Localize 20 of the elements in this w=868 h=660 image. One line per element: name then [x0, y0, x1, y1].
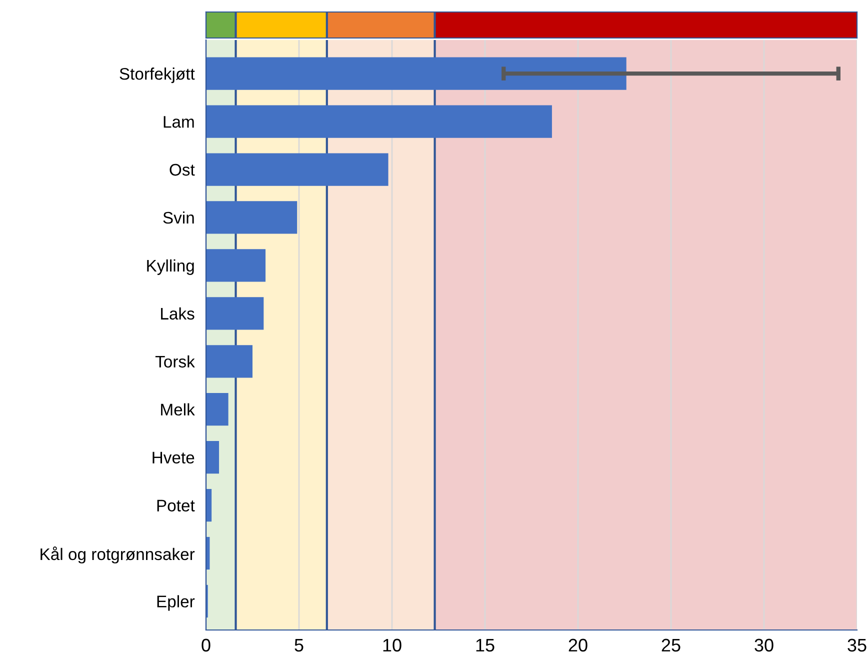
x-tick-label: 15: [476, 638, 494, 652]
y-tick-label: Ost: [170, 164, 195, 176]
x-tick-label: 30: [754, 638, 774, 652]
y-tick-label: Svin: [163, 211, 194, 224]
y-tick-label: Potet: [157, 500, 195, 512]
y-tick-label: Torsk: [155, 355, 195, 368]
y-tick-label: Kål og rotgrønnsaker: [40, 546, 195, 564]
x-tick-label: 25: [662, 638, 680, 652]
y-tick-label: Hvete: [152, 452, 194, 464]
x-tick-label: 10: [383, 638, 402, 652]
y-tick-label: Laks: [161, 307, 194, 320]
y-tick-label: Kylling: [147, 259, 194, 275]
x-tick-label: 0: [202, 638, 210, 652]
x-tick-label: 35: [848, 638, 866, 652]
y-tick-label: Epler: [157, 595, 195, 611]
y-tick-label: Melk: [161, 403, 195, 416]
y-tick-label: Storfekjøtt: [120, 68, 195, 84]
x-tick-label: 5: [294, 638, 304, 652]
y-tick-label: Lam: [164, 116, 194, 128]
x-tick-label: 20: [568, 638, 588, 652]
